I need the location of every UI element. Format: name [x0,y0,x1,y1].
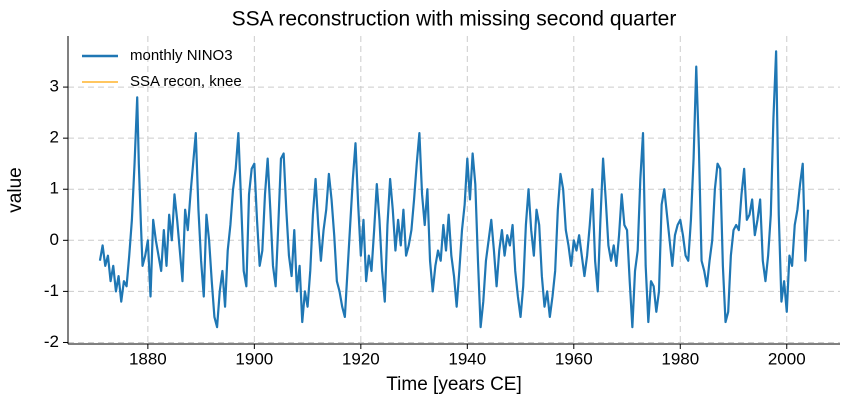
y-axis-title: value [5,167,26,212]
y-tick-label: 2 [50,128,59,147]
x-tick-label: 2000 [768,349,806,368]
y-tick-label: 3 [50,77,59,96]
y-tick-label: 0 [50,230,59,249]
legend-label: SSA recon, knee [130,73,242,90]
x-tick-label: 1880 [129,349,167,368]
y-tick-label: 1 [50,179,59,198]
x-tick-label: 1900 [235,349,273,368]
chart-title: SSA reconstruction with missing second q… [232,8,677,31]
x-tick-label: 1920 [342,349,380,368]
data-line [98,50,810,329]
x-tick-label: 1960 [555,349,593,368]
y-tick-label: -2 [44,332,59,351]
y-tick-label: -1 [44,281,59,300]
x-axis-title: Time [years CE] [386,374,522,395]
x-tick-label: 1940 [448,349,486,368]
x-tick-label: 1980 [661,349,699,368]
legend-label: monthly NINO3 [130,47,233,64]
